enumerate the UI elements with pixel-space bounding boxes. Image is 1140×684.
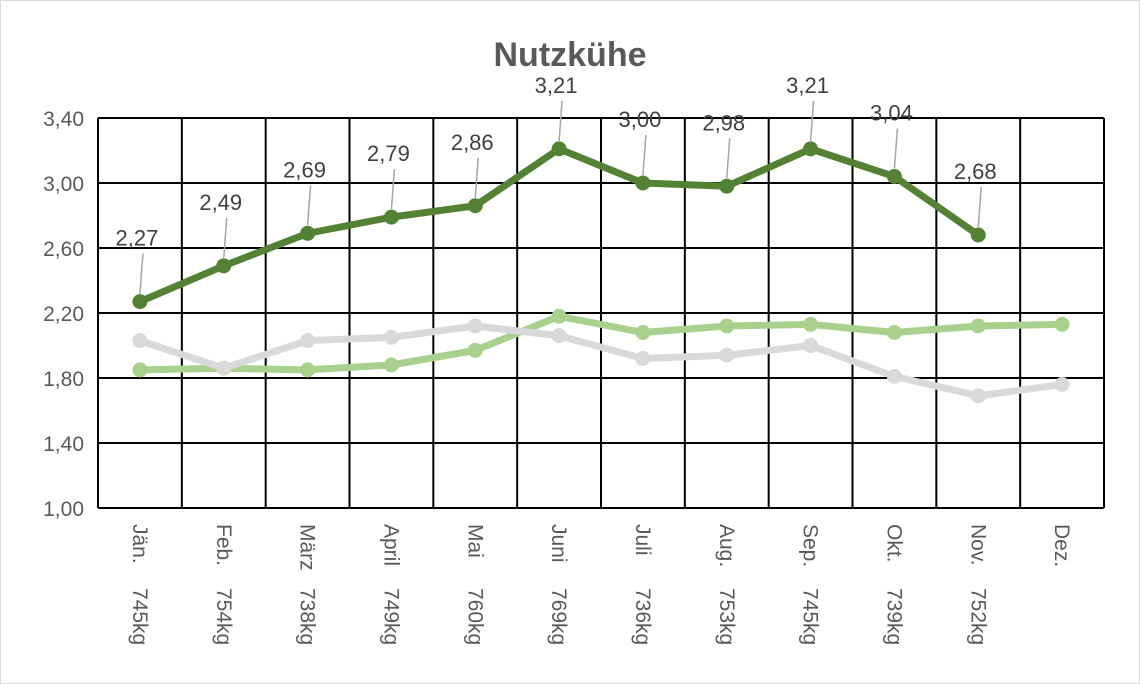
- leader-line: [809, 100, 815, 141]
- x-tick-month: Jän.: [128, 524, 151, 564]
- y-tick-label: 1,00: [43, 498, 84, 521]
- x-tick-month: März: [296, 524, 319, 571]
- data-point[interactable]: [551, 308, 567, 324]
- data-point[interactable]: [970, 227, 986, 243]
- x-tick-month: Dez.: [1050, 524, 1073, 567]
- y-tick-label: 3,00: [43, 173, 84, 196]
- x-tick-weight: 754kg: [212, 588, 235, 645]
- data-label: 2,68: [954, 159, 997, 184]
- data-point[interactable]: [300, 362, 316, 378]
- data-point[interactable]: [1054, 377, 1070, 392]
- x-tick-month: Juni: [547, 524, 570, 563]
- x-tick-weight: 749kg: [379, 588, 402, 645]
- y-tick-label: 3,40: [43, 108, 84, 131]
- data-point[interactable]: [383, 209, 399, 225]
- data-point[interactable]: [635, 351, 651, 366]
- data-point[interactable]: [635, 175, 651, 191]
- data-point[interactable]: [551, 141, 567, 157]
- x-tick-month: Okt.: [882, 524, 905, 563]
- leader-line: [306, 185, 312, 226]
- data-point[interactable]: [467, 342, 483, 358]
- data-label: 2,86: [451, 130, 494, 155]
- chart-title: Nutzkühe: [494, 36, 647, 74]
- y-axis: 1,00 1,40 1,80 2,20 2,60 3,00 3,40: [43, 108, 84, 521]
- x-tick-weight: 752kg: [966, 588, 989, 645]
- x-tick-month: Juli: [631, 524, 654, 556]
- x-tick-weight: 736kg: [631, 588, 654, 645]
- data-label: 3,21: [786, 73, 829, 98]
- data-label: 3,00: [619, 107, 662, 132]
- data-point[interactable]: [886, 325, 902, 340]
- data-point[interactable]: [300, 333, 316, 349]
- data-label: 2,27: [116, 226, 159, 251]
- data-point[interactable]: [803, 141, 819, 157]
- data-point[interactable]: [383, 357, 399, 373]
- leader-line: [642, 134, 647, 176]
- series-line: [139, 312, 1063, 374]
- data-point[interactable]: [803, 338, 819, 353]
- leader-line: [139, 253, 144, 294]
- x-tick-month: Mai: [463, 524, 486, 558]
- x-tick-month: Feb.: [212, 524, 235, 566]
- leader-line: [474, 157, 479, 198]
- leader-line: [893, 128, 899, 169]
- x-tick-weight: 745kg: [799, 588, 822, 645]
- x-tick-weight: 760kg: [463, 588, 486, 645]
- data-point[interactable]: [970, 318, 986, 334]
- data-labels: 2,27 2,49 2,69 2,79 2,86 3,21 3,00 2,98 3,21 3,04…: [116, 73, 997, 294]
- x-tick-weight: 738kg: [296, 588, 319, 645]
- x-tick-month: April: [379, 524, 402, 566]
- x-tick-weight: 753kg: [715, 588, 738, 645]
- data-point[interactable]: [970, 388, 986, 404]
- y-tick-label: 2,20: [43, 303, 84, 326]
- leader-line: [558, 100, 563, 141]
- data-point[interactable]: [300, 225, 316, 241]
- data-point[interactable]: [467, 198, 483, 214]
- y-tick-label: 1,40: [43, 433, 84, 456]
- data-point[interactable]: [216, 360, 232, 376]
- data-point[interactable]: [635, 325, 651, 340]
- leader-line: [726, 138, 731, 179]
- data-point[interactable]: [132, 333, 148, 349]
- series-2: [132, 141, 986, 310]
- x-tick-month: Aug.: [715, 524, 738, 567]
- series-group: [132, 141, 1070, 404]
- data-label: 3,04: [870, 101, 913, 126]
- data-point[interactable]: [551, 328, 567, 344]
- x-tick-month: Nov.: [966, 524, 989, 566]
- series-line: [138, 322, 1063, 400]
- leader-line: [223, 217, 228, 258]
- data-point[interactable]: [132, 294, 148, 310]
- data-point[interactable]: [132, 362, 148, 378]
- leader-line: [977, 186, 982, 228]
- x-tick-weight: 745kg: [128, 588, 151, 645]
- data-label: 2,79: [367, 141, 410, 166]
- x-tick-weight: 769kg: [547, 588, 570, 645]
- data-label: 2,49: [199, 190, 242, 215]
- data-label: 2,98: [702, 110, 745, 135]
- x-tick-weight: 739kg: [882, 588, 905, 645]
- data-point[interactable]: [216, 258, 232, 274]
- data-point[interactable]: [467, 318, 483, 334]
- data-point[interactable]: [719, 318, 735, 334]
- x-axis: Jän. 745kg Feb. 754kg März 738kg April 749kg Mai…: [128, 524, 1073, 645]
- series-1: [132, 318, 1070, 404]
- data-point[interactable]: [383, 329, 399, 345]
- data-point[interactable]: [886, 368, 902, 384]
- data-label: 3,21: [535, 73, 578, 98]
- y-tick-label: 1,80: [43, 368, 84, 391]
- leader-line: [390, 169, 396, 210]
- data-point[interactable]: [886, 169, 902, 184]
- y-tick-label: 2,60: [43, 238, 84, 261]
- data-point[interactable]: [1054, 316, 1070, 332]
- data-point[interactable]: [719, 178, 735, 194]
- x-tick-month: Sep.: [799, 524, 822, 567]
- data-point[interactable]: [719, 347, 735, 363]
- data-label: 2,69: [283, 157, 326, 182]
- data-point[interactable]: [803, 316, 819, 332]
